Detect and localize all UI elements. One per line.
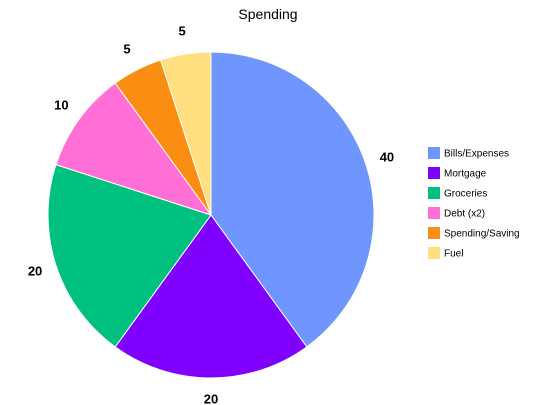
legend-swatch-bills-expenses (428, 147, 440, 159)
legend-swatch-spending-saving (428, 227, 440, 239)
slice-label-groceries: 20 (28, 264, 42, 279)
pie-slice-debt-x2 (55, 82, 213, 216)
slice-label-bills-expenses: 40 (380, 149, 394, 164)
slice-label-mortgage: 20 (204, 391, 218, 405)
slice-label-spending-saving: 5 (123, 42, 130, 57)
pie-slice-fuel (159, 51, 212, 216)
legend-label-mortgage: Mortgage (444, 169, 487, 180)
slice-label-debt-x2: 10 (54, 98, 68, 113)
pie-slice-mortgage (114, 214, 308, 379)
chart-title: Spending (238, 6, 297, 22)
legend-label-bills-expenses: Bills/Expenses (444, 149, 509, 160)
legend-swatch-mortgage (428, 167, 440, 179)
legend-label-groceries: Groceries (444, 189, 487, 200)
legend-swatch-debt-x2 (428, 207, 440, 219)
pie-slice-groceries (47, 163, 212, 348)
legend-label-debt-x2: Debt (x2) (444, 209, 485, 220)
legend-swatch-groceries (428, 187, 440, 199)
legend: Bills/Expenses Mortgage Groceries Debt (x2)… (428, 147, 520, 260)
legend-swatch-fuel (428, 247, 440, 259)
legend-label-fuel: Fuel (444, 249, 463, 260)
pie-slices (47, 51, 375, 379)
slice-label-fuel: 5 (178, 24, 185, 39)
pie-slice-bills-expenses (210, 51, 375, 348)
pie-slice-labels: 40 20 20 10 5 5 (28, 24, 394, 405)
legend-label-spending-saving: Spending/Saving (444, 229, 520, 240)
